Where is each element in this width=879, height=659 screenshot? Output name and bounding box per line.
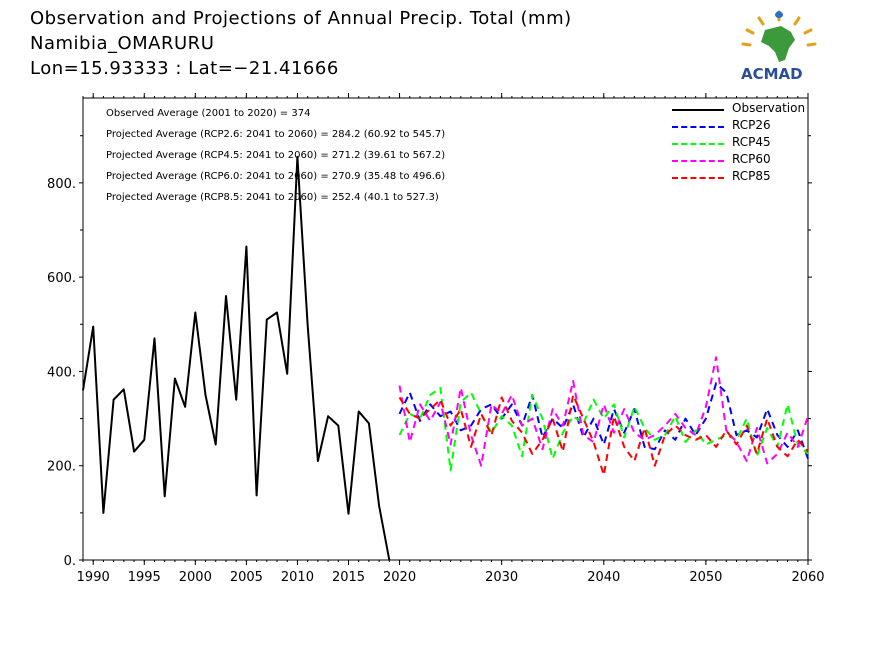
plot-frame <box>82 97 809 561</box>
africa-logo-icon <box>741 10 817 62</box>
acmad-logo: ACMAD <box>735 8 823 86</box>
stat-rcp60: Projected Average (RCP6.0: 2041 to 2060)… <box>106 171 446 182</box>
x-tick-label: 2060 <box>791 570 824 585</box>
legend-label: RCP60 <box>732 152 771 166</box>
stat-observed: Observed Average (2001 to 2020) = 374 <box>106 108 311 119</box>
legend-item-rcp26: RCP26 <box>668 118 813 134</box>
x-tick-label: 2000 <box>179 570 212 585</box>
y-tick-label: 600. <box>47 271 76 286</box>
logo-text: ACMAD <box>741 65 803 83</box>
legend-label: Observation <box>732 101 806 115</box>
stat-rcp45: Projected Average (RCP4.5: 2041 to 2060)… <box>106 150 446 161</box>
y-tick-label: 800. <box>47 177 76 192</box>
legend-swatch <box>672 109 724 111</box>
x-tick-label: 2050 <box>689 570 722 585</box>
y-tick-label: 0. <box>64 554 76 569</box>
chart-axes: 0. 200. 400. 600. 800. 1990 1995 2000 2005 2010 20… <box>47 93 825 585</box>
legend-label: RCP26 <box>732 118 771 132</box>
x-tick-label: 1990 <box>77 570 110 585</box>
x-tick-label: 2040 <box>587 570 620 585</box>
series-line-observation <box>82 155 391 561</box>
stat-rcp26: Projected Average (RCP2.6: 2041 to 2060)… <box>106 129 446 140</box>
title-line-1: Observation and Projections of Annual Pr… <box>30 8 572 29</box>
series-line-rcp26 <box>398 382 809 459</box>
x-tick-label: 2020 <box>383 570 416 585</box>
title-line-3: Lon=15.93333 : Lat=−21.41666 <box>30 58 339 79</box>
legend-item-observation: Observation <box>668 101 813 117</box>
legend-item-rcp45: RCP45 <box>668 135 813 151</box>
x-tick-label: 2015 <box>332 570 365 585</box>
x-tick-label: 1995 <box>128 570 161 585</box>
y-tick-label: 400. <box>47 365 76 380</box>
legend-swatch <box>672 126 724 128</box>
x-tick-label: 2005 <box>230 570 263 585</box>
stat-rcp85: Projected Average (RCP8.5: 2041 to 2060)… <box>106 192 439 203</box>
series-line-rcp60 <box>398 356 809 467</box>
chart-series <box>82 155 809 561</box>
legend-item-rcp60: RCP60 <box>668 152 813 168</box>
x-tick-label: 2030 <box>485 570 518 585</box>
y-tick-label: 200. <box>47 460 76 475</box>
legend-item-rcp85: RCP85 <box>668 169 813 185</box>
legend-label: RCP85 <box>732 169 771 183</box>
legend-swatch <box>672 143 724 145</box>
legend-label: RCP45 <box>732 135 771 149</box>
legend-swatch <box>672 160 724 162</box>
series-line-rcp45 <box>398 386 809 472</box>
x-tick-label: 2010 <box>281 570 314 585</box>
title-line-2: Namibia_OMARURU <box>30 33 215 54</box>
legend-swatch <box>672 177 724 179</box>
